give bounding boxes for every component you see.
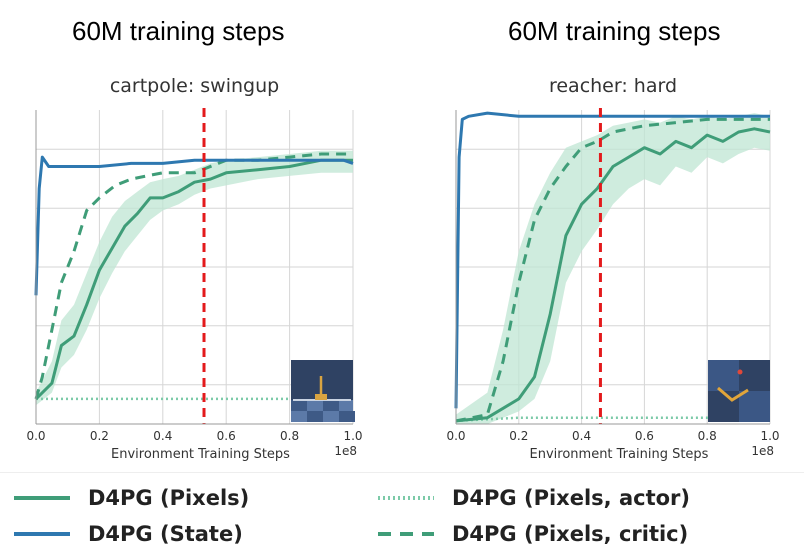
cart-body: [315, 394, 327, 400]
legend-swatch-pixels: [14, 496, 70, 500]
confidence-band: [36, 150, 353, 406]
x-axis-multiplier: 1e8: [751, 444, 774, 458]
chart-title: cartpole: swingup: [110, 75, 279, 97]
legend-label-pixels-critic: D4PG (Pixels, critic): [452, 522, 689, 546]
floor-tile: [291, 400, 307, 411]
x-axis-label: Environment Training Steps: [111, 447, 290, 462]
legend-label-pixels-actor: D4PG (Pixels, actor): [452, 486, 690, 510]
x-tick-label: 1.0: [760, 429, 779, 443]
x-tick-label: 0.2: [509, 429, 528, 443]
reacher-target: [737, 369, 743, 375]
thumbnail-quadrant: [739, 391, 770, 422]
panel-heading-right: 60M training steps: [508, 16, 721, 46]
series-line-d4pg-state: [454, 111, 770, 409]
x-tick-label: 0.8: [280, 429, 299, 443]
series-line-d4pg-state: [34, 155, 354, 296]
x-tick-label: 0.0: [26, 429, 45, 443]
legend-label-state: D4PG (State): [88, 522, 243, 546]
panel-heading-left: 60M training steps: [72, 16, 285, 46]
x-tick-label: 0.8: [698, 429, 717, 443]
x-tick-label: 0.0: [446, 429, 465, 443]
chart-cartpole-swingup: cartpole: swingup 0.0 0.2 0.4 0.6 0.8 1.0 Envir…: [26, 75, 362, 462]
legend-swatch-pixels-critic: [378, 532, 434, 536]
x-tick-label: 0.4: [153, 429, 172, 443]
reacher-scene: [708, 360, 770, 422]
floor-tile: [323, 400, 339, 411]
legend-swatch-pixels-actor: [378, 496, 434, 500]
x-tick-label: 0.6: [635, 429, 654, 443]
floor-tile: [307, 411, 323, 422]
series-line-d4pg-pixels: [455, 127, 771, 423]
x-tick-label: 0.6: [217, 429, 236, 443]
x-tick-label: 1.0: [343, 429, 362, 443]
cartpole-scene: [291, 360, 355, 422]
chart-panel-reacher: reacher: hard 0.0 0.2 0.4 0.6 0.8 1.0 Environme…: [412, 70, 804, 475]
legend: D4PG (Pixels) D4PG (Pixels, actor) D4PG …: [0, 472, 804, 559]
floor-tile: [339, 411, 355, 422]
legend-swatch-state: [14, 532, 70, 536]
chart-title: reacher: hard: [549, 75, 677, 97]
chart-reacher-hard: reacher: hard 0.0 0.2 0.4 0.6 0.8 1.0 Environme…: [446, 75, 779, 462]
thumbnail-quadrant: [708, 360, 739, 391]
legend-label-pixels: D4PG (Pixels): [88, 486, 250, 510]
x-tick-label: 0.4: [572, 429, 591, 443]
chart-panel-cartpole: cartpole: swingup 0.0 0.2 0.4 0.6 0.8 1.0 Envir…: [0, 70, 390, 475]
confidence-band: [456, 113, 770, 424]
x-axis-label: Environment Training Steps: [530, 447, 709, 462]
reacher-arm: [717, 386, 749, 402]
legend-item-pixels-actor: D4PG (Pixels, actor): [378, 483, 690, 513]
x-axis-multiplier: 1e8: [334, 444, 357, 458]
series-line-d4pg-pixels: [34, 158, 353, 400]
legend-item-pixels-critic: D4PG (Pixels, critic): [378, 519, 688, 549]
x-tick-label: 0.2: [90, 429, 109, 443]
legend-item-pixels: D4PG (Pixels): [14, 483, 249, 513]
legend-item-state: D4PG (State): [14, 519, 243, 549]
